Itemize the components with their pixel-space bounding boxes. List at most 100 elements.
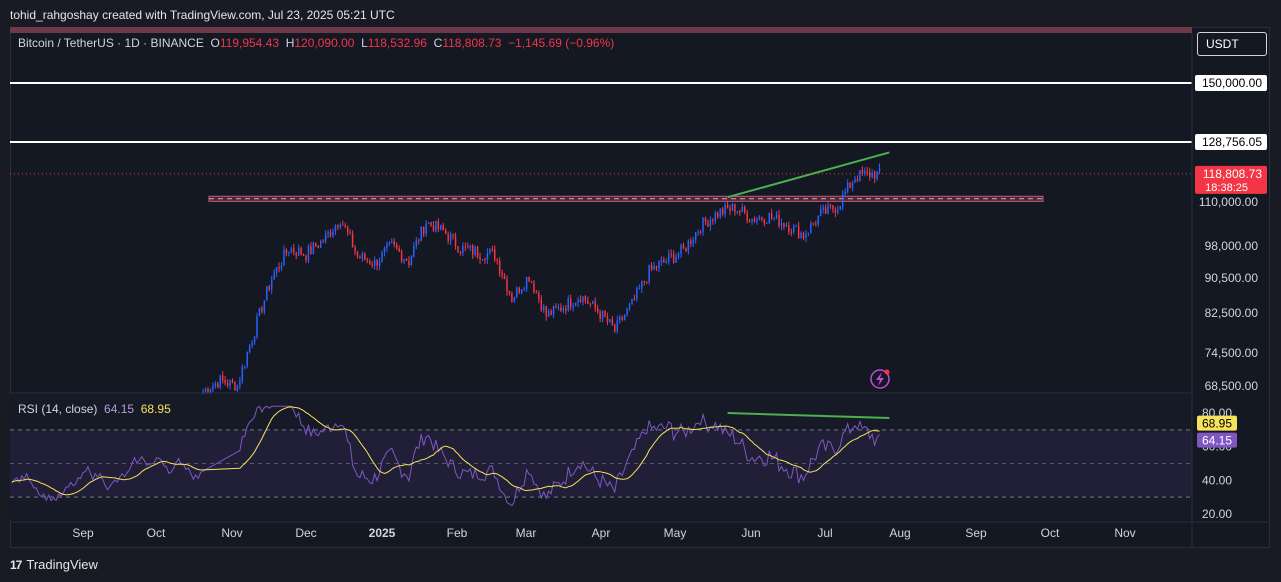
candle-40 bbox=[300, 247, 302, 255]
rsi-legend-value: 64.15 bbox=[104, 402, 135, 416]
candle-214 bbox=[726, 205, 729, 209]
candle-262 bbox=[844, 191, 846, 195]
candle-110 bbox=[471, 245, 474, 256]
candle-23 bbox=[258, 308, 261, 317]
candle-106 bbox=[462, 245, 464, 254]
candle-244 bbox=[800, 232, 802, 239]
rsi-legend: RSI (14, close) 64.15 68.95 bbox=[18, 402, 171, 416]
candle-37 bbox=[293, 248, 295, 253]
candle-61 bbox=[351, 233, 354, 248]
price-level-tag-1 bbox=[1195, 134, 1267, 150]
rsi-trendline bbox=[727, 412, 890, 420]
candle-104 bbox=[457, 246, 459, 253]
currency-button[interactable]: USDT bbox=[1197, 32, 1267, 56]
candle-131 bbox=[523, 288, 525, 290]
candle-255 bbox=[827, 204, 829, 214]
open-value: 119,954.43 bbox=[219, 36, 280, 50]
candle-136 bbox=[535, 292, 538, 294]
candle-261 bbox=[842, 194, 844, 207]
candle-2 bbox=[207, 388, 209, 394]
chart-credit: tohid_rahgoshay created with TradingView… bbox=[10, 8, 395, 22]
candle-177 bbox=[636, 288, 638, 299]
candle-49 bbox=[322, 241, 324, 243]
axes: 150,000.00 128,756.05 110,000.00 98,000.00 9… bbox=[10, 33, 1270, 547]
candle-199 bbox=[690, 240, 692, 244]
candle-63 bbox=[356, 251, 359, 257]
candle-32 bbox=[280, 265, 283, 269]
candle-121 bbox=[498, 260, 501, 273]
candle-194 bbox=[677, 253, 680, 257]
candle-107 bbox=[464, 245, 467, 247]
candle-247 bbox=[807, 232, 810, 235]
candle-9 bbox=[224, 380, 226, 384]
candle-82 bbox=[403, 259, 405, 262]
candle-182 bbox=[648, 265, 650, 283]
rsi-value-tag-label: 64.15 bbox=[1202, 434, 1232, 448]
candle-264 bbox=[849, 182, 851, 188]
candle-229 bbox=[763, 219, 766, 224]
candle-225 bbox=[753, 218, 756, 222]
candle-97 bbox=[440, 225, 442, 230]
candle-52 bbox=[329, 232, 332, 236]
price-trendline bbox=[727, 151, 890, 199]
candle-94 bbox=[432, 225, 435, 232]
time-axis-label-4: 2025 bbox=[369, 526, 396, 540]
candle-234 bbox=[775, 214, 778, 219]
candle-249 bbox=[812, 223, 815, 225]
rsi-ma-line bbox=[11, 406, 880, 496]
candle-122 bbox=[501, 272, 503, 276]
candle-34 bbox=[285, 249, 288, 254]
rsi-ma-tag bbox=[1197, 415, 1237, 431]
candle-209 bbox=[714, 212, 717, 221]
candle-241 bbox=[793, 225, 795, 233]
candle-253 bbox=[822, 207, 824, 210]
time-axis-label-1: Oct bbox=[147, 526, 166, 540]
candle-157 bbox=[587, 300, 589, 304]
candle-96 bbox=[437, 220, 440, 230]
candle-197 bbox=[685, 247, 687, 252]
time-axis-label-7: Apr bbox=[592, 526, 611, 540]
candle-108 bbox=[467, 246, 469, 248]
candle-252 bbox=[819, 209, 822, 216]
candle-208 bbox=[712, 220, 714, 222]
candle-59 bbox=[346, 226, 349, 233]
time-axis-label-10: Jul bbox=[817, 526, 832, 540]
tradingview-logo[interactable]: 17 TradingView bbox=[10, 557, 98, 572]
candle-224 bbox=[751, 218, 753, 222]
candle-217 bbox=[734, 203, 736, 212]
candle-112 bbox=[476, 247, 479, 258]
candle-24 bbox=[261, 308, 263, 312]
candle-183 bbox=[650, 265, 653, 270]
open-label: O bbox=[210, 36, 220, 50]
last-price-tag bbox=[1195, 165, 1267, 194]
candle-120 bbox=[496, 259, 498, 261]
price-axis-label-0: 150,000.00 bbox=[1202, 76, 1262, 90]
candle-171 bbox=[621, 317, 623, 320]
candle-240 bbox=[790, 231, 793, 233]
candle-70 bbox=[373, 259, 376, 266]
candle-44 bbox=[310, 246, 312, 255]
candle-259 bbox=[837, 209, 839, 213]
candle-36 bbox=[290, 248, 293, 253]
candle-220 bbox=[741, 206, 744, 212]
candle-245 bbox=[802, 232, 805, 238]
candle-124 bbox=[506, 279, 508, 292]
candle-51 bbox=[327, 232, 329, 235]
candle-176 bbox=[633, 298, 636, 300]
rsi-pane bbox=[10, 392, 1192, 520]
candle-236 bbox=[780, 223, 783, 227]
candle-113 bbox=[479, 257, 481, 260]
candle-83 bbox=[405, 259, 408, 261]
candle-38 bbox=[295, 252, 297, 256]
candle-115 bbox=[484, 259, 486, 261]
candle-181 bbox=[645, 281, 648, 283]
candle-258 bbox=[834, 209, 837, 213]
candle-135 bbox=[533, 282, 535, 293]
candle-204 bbox=[702, 217, 704, 233]
candle-189 bbox=[665, 261, 668, 263]
candle-269 bbox=[861, 170, 864, 174]
candle-102 bbox=[452, 234, 454, 236]
candle-202 bbox=[697, 231, 699, 233]
candle-28 bbox=[270, 279, 273, 290]
